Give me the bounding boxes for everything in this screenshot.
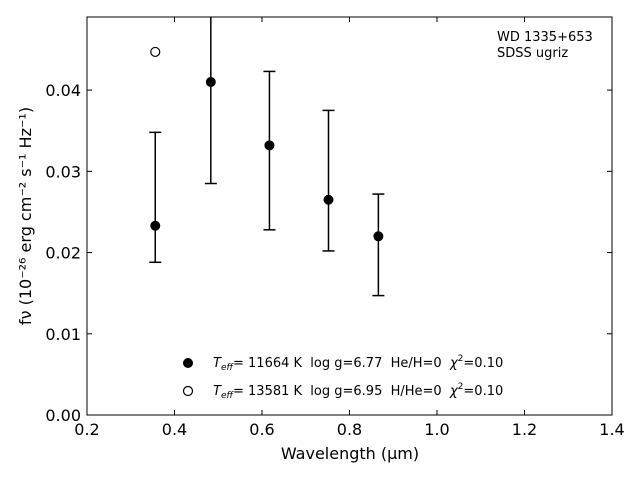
legend-entry-1: Teff= 11664 K log g=6.77 He/H=0 χ2=0.10 — [183, 354, 503, 373]
x-tick-label: 0.4 — [162, 420, 187, 439]
annotation-line-2: SDSS ugriz — [497, 46, 568, 61]
data-point-filled — [205, 76, 216, 87]
y-tick-label: 0.02 — [45, 244, 81, 263]
y-tick-label: 0.03 — [45, 162, 81, 181]
data-point-filled — [373, 231, 384, 242]
legend-marker-open — [182, 385, 194, 397]
annotation-line-1: WD 1335+653 — [497, 30, 593, 45]
y-tick-label: 0.01 — [45, 325, 81, 344]
legend: Teff= 11664 K log g=6.77 He/H=0 χ2=0.10 … — [182, 354, 503, 401]
x-tick-label: 1.2 — [512, 420, 537, 439]
legend-label-2: Teff= 13581 K log g=6.95 H/He=0 χ2=0.10 — [213, 382, 503, 401]
y-tick-label: 0.04 — [45, 81, 81, 100]
data-point-filled — [264, 140, 275, 151]
annotation: WD 1335+653 SDSS ugriz — [497, 30, 593, 61]
x-tick-label: 0.2 — [74, 420, 99, 439]
x-tick-label: 0.6 — [249, 420, 274, 439]
y-tick-label: 0.00 — [45, 406, 81, 425]
legend-entry-2: Teff= 13581 K log g=6.95 H/He=0 χ2=0.10 — [182, 382, 503, 401]
legend-label-1: Teff= 11664 K log g=6.77 He/H=0 χ2=0.10 — [213, 354, 503, 373]
x-tick-label: 1.4 — [599, 420, 624, 439]
data-point-open — [150, 46, 161, 58]
data-point-filled — [150, 220, 161, 231]
x-tick-label: 0.8 — [337, 420, 362, 439]
x-tick-label: 1.0 — [424, 420, 449, 439]
x-axis-label: Wavelength (μm) — [281, 444, 419, 463]
y-axis-label: fν (10⁻²⁶ erg cm⁻² s⁻¹ Hz⁻¹) — [16, 107, 35, 325]
data-layer — [149, 17, 385, 297]
plot-frame — [86, 16, 613, 416]
data-point-filled — [323, 194, 334, 205]
legend-marker-filled — [183, 358, 193, 368]
